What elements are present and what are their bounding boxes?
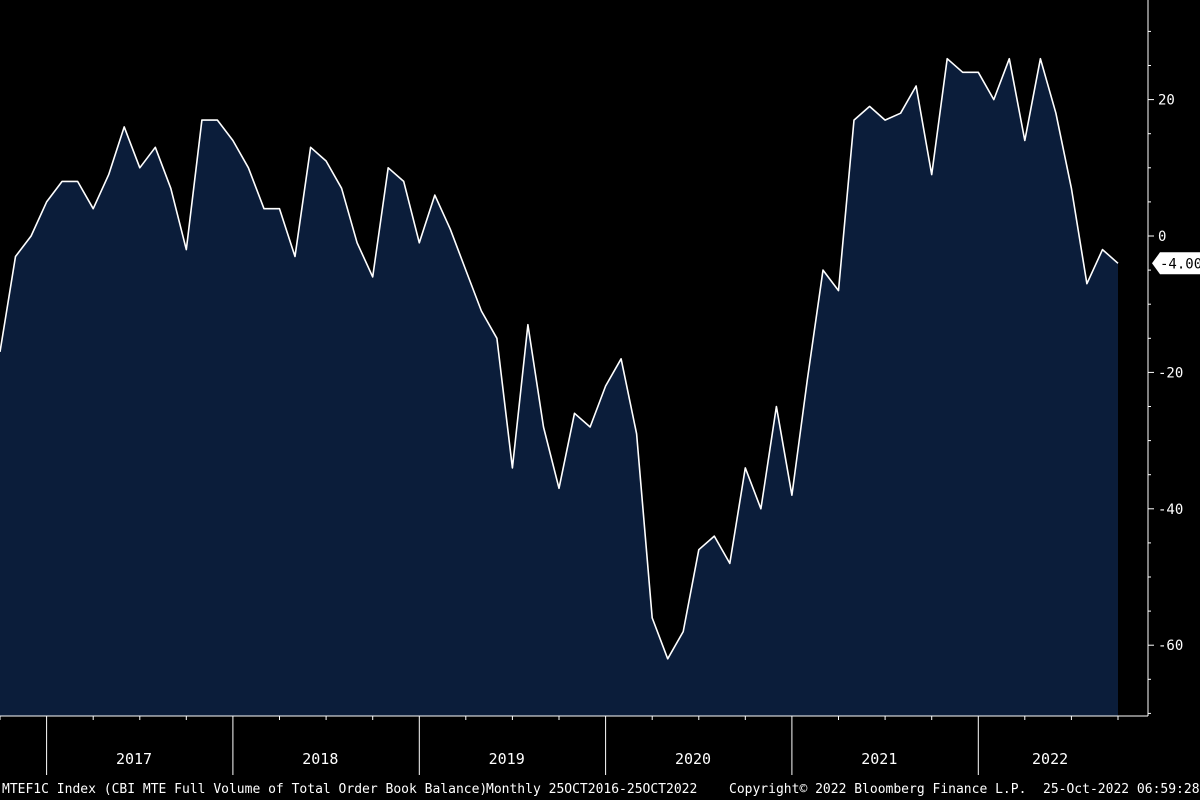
x-year-label: 2019 [489,750,525,768]
x-year-label: 2018 [302,750,338,768]
labels: 20 0 -20 -40 -60 -4.00 2017 2018 2019 2020 2021 202… [116,93,1200,768]
last-value-tag: -4.00 [1152,252,1200,275]
y-tick-label: -20 [1158,365,1183,381]
footer-ticker: MTEF1C Index (CBI MTE Full Volume of Tot… [2,782,487,797]
x-year-label: 2022 [1032,750,1068,768]
x-year-label: 2017 [116,750,152,768]
footer-period: Monthly 25OCT2016-25OCT2022 [486,782,697,797]
x-year-label: 2021 [861,750,897,768]
last-value-tag-bg [1152,252,1200,275]
y-tick-label: -40 [1158,502,1183,518]
last-value-label: -4.00 [1160,256,1200,272]
footer: MTEF1C Index (CBI MTE Full Volume of Tot… [2,782,1200,797]
footer-copyright: Copyright© 2022 Bloomberg Finance L.P. [729,782,1026,797]
series-area-fill [0,58,1118,716]
plot-area [0,57,1119,716]
x-year-label: 2020 [675,750,711,768]
y-tick-label: 0 [1158,229,1166,245]
series-line [0,57,1119,660]
y-tick-label: 20 [1158,93,1175,109]
y-tick-label: -60 [1158,638,1183,654]
axes [0,0,1154,775]
footer-timestamp: 25-Oct-2022 06:59:28 [1043,782,1200,797]
